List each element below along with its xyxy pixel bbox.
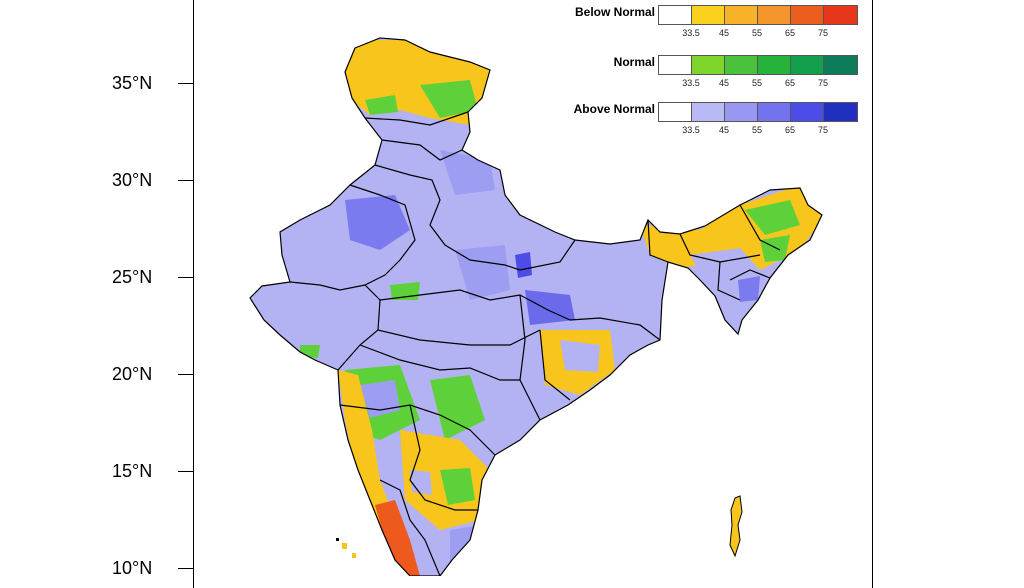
legend-swatch xyxy=(791,103,824,121)
legend-ticks: 33.5 45 55 65 75 xyxy=(658,28,858,40)
legend-swatch xyxy=(659,103,692,121)
lat-tick-30 xyxy=(178,180,193,181)
legend-swatch xyxy=(725,103,758,121)
legend-swatch xyxy=(659,56,692,74)
legend-title: Normal xyxy=(613,55,655,69)
legend-colorbar xyxy=(658,102,858,122)
legend-colorbar xyxy=(658,55,858,75)
lat-tick-10 xyxy=(178,568,193,569)
legend-swatch xyxy=(692,56,725,74)
legend-swatch xyxy=(725,56,758,74)
legend-tick-label: 65 xyxy=(784,28,796,38)
legend-tick-label: 45 xyxy=(718,125,730,135)
andaman-islands xyxy=(729,495,743,558)
legend-swatch xyxy=(758,6,791,24)
legend-tick-label: 55 xyxy=(751,28,763,38)
legend-ticks: 33.5 45 55 65 75 xyxy=(658,125,858,137)
legend-swatch xyxy=(824,103,857,121)
legend-title: Below Normal xyxy=(574,5,655,19)
lat-label-15: 15°N xyxy=(112,461,153,481)
legend-swatch xyxy=(791,56,824,74)
legend-tick-label: 55 xyxy=(751,78,763,88)
legend-below-normal: Below Normal 33.5 45 55 65 75 xyxy=(555,5,860,45)
legend-swatch xyxy=(824,6,857,24)
legend-swatch xyxy=(758,56,791,74)
map-frame xyxy=(193,0,873,588)
lat-label-20: 20°N xyxy=(112,364,153,384)
legend-title: Above Normal xyxy=(573,102,655,116)
legend-tick-label: 33.5 xyxy=(682,28,700,38)
india-forecast-map xyxy=(249,37,823,576)
legend-swatch xyxy=(758,103,791,121)
legend-tick-label: 75 xyxy=(817,78,829,88)
legend-tick-label: 33.5 xyxy=(682,78,700,88)
lat-tick-35 xyxy=(178,83,193,84)
legend-tick-label: 75 xyxy=(817,125,829,135)
lat-tick-20 xyxy=(178,374,193,375)
legend-swatch xyxy=(692,6,725,24)
legend-normal: Normal 33.5 45 55 65 75 xyxy=(555,55,860,95)
legend-swatch xyxy=(791,6,824,24)
legend-tick-label: 75 xyxy=(817,28,829,38)
legend-tick-label: 33.5 xyxy=(682,125,700,135)
legend-swatch xyxy=(824,56,857,74)
legend-tick-label: 45 xyxy=(718,78,730,88)
legend-tick-label: 65 xyxy=(784,78,796,88)
legend-tick-label: 45 xyxy=(718,28,730,38)
legend-swatch xyxy=(725,6,758,24)
lat-label-25: 25°N xyxy=(112,267,153,287)
lakshadweep-island xyxy=(342,543,347,549)
lat-tick-15 xyxy=(178,471,193,472)
legend-swatch xyxy=(659,6,692,24)
legend-ticks: 33.5 45 55 65 75 xyxy=(658,78,858,90)
legend-tick-label: 55 xyxy=(751,125,763,135)
legend-above-normal: Above Normal 33.5 45 55 65 75 xyxy=(555,102,860,142)
lakshadweep-island xyxy=(336,538,339,541)
legend-swatch xyxy=(692,103,725,121)
lakshadweep-island xyxy=(352,553,356,558)
legend-tick-label: 65 xyxy=(784,125,796,135)
lat-tick-25 xyxy=(178,277,193,278)
lat-label-10: 10°N xyxy=(112,558,153,578)
lat-label-35: 35°N xyxy=(112,73,153,93)
lat-label-30: 30°N xyxy=(112,170,153,190)
legend-colorbar xyxy=(658,5,858,25)
